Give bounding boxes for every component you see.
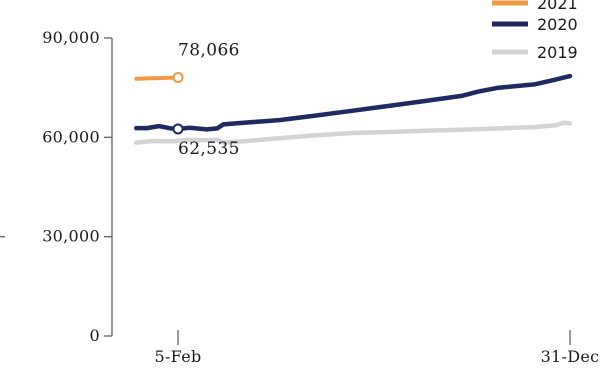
data-label-2020: 62,535 [178,139,240,159]
marker-2020 [174,124,183,133]
legend-label-2020: 2020 [537,15,578,34]
marker-2021 [174,73,183,82]
y-tick-label: 90,000 [42,28,100,47]
legend: 2021 2020 2019 [492,0,578,62]
series-layer [136,76,570,143]
series-line-2021 [136,78,178,79]
y-tick-label: 60,000 [42,127,100,146]
data-label-2021: 78,066 [178,41,240,61]
x-tick-label: 31-Dec [541,347,600,366]
y-tick-label: 0 [90,326,100,345]
series-line-2020 [136,76,570,129]
annotation-layer: 78,066 62,535 [174,41,240,159]
axes-layer: 0 30,000 60,000 90,000 5-Feb 31-Dec [0,28,599,366]
legend-label-2021: 2021 [537,0,578,13]
legend-label-2019: 2019 [537,43,578,62]
x-tick-label: 5-Feb [154,347,201,366]
y-tick-label: 30,000 [42,227,100,246]
